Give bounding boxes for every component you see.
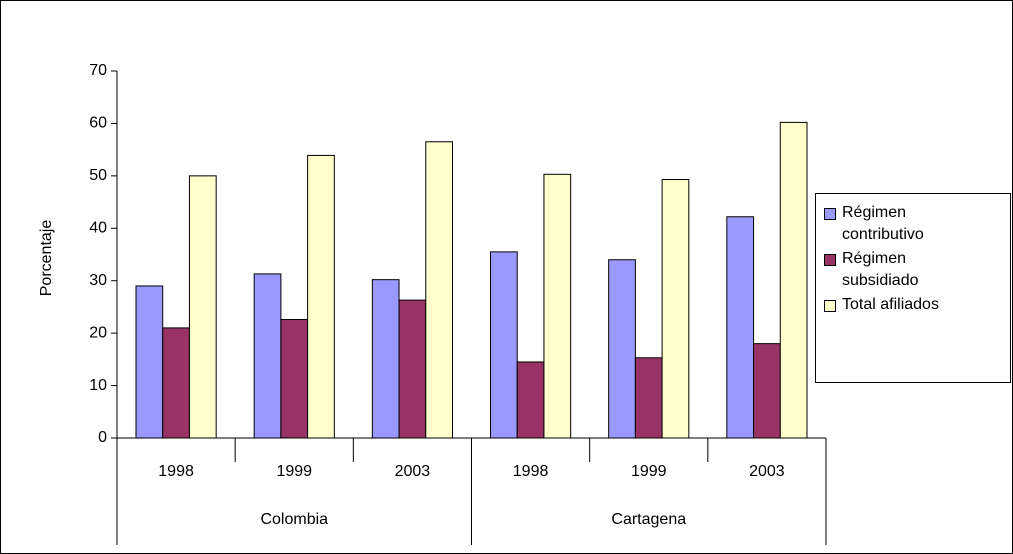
legend-swatch: [824, 208, 836, 220]
bar: [307, 154, 335, 439]
bar: [253, 273, 282, 439]
bar: [543, 173, 572, 439]
bar: [371, 279, 400, 439]
y-tick-label: 60: [89, 115, 107, 132]
bar: [490, 251, 518, 439]
bar: [634, 357, 663, 439]
bar: [516, 361, 545, 439]
y-tick-label: 50: [89, 167, 107, 184]
bar: [726, 216, 755, 439]
group-label: Colombia: [260, 511, 328, 528]
y-tick-label: 20: [89, 324, 107, 341]
legend-item: Total afiliados: [824, 294, 1010, 316]
bar: [188, 175, 217, 439]
legend-label: Régimen subsidiado: [842, 250, 919, 289]
bar: [753, 343, 781, 439]
bar: [135, 285, 164, 439]
x-tick-label: 1998: [513, 463, 549, 480]
legend: Régimen contributivo Régimen subsidiado To…: [815, 193, 1011, 383]
legend-swatch: [824, 254, 836, 266]
y-axis-title: Porcentaje: [38, 220, 55, 297]
x-tick-label: 1999: [276, 463, 312, 480]
legend-label: Régimen contributivo: [842, 204, 924, 243]
x-tick-label: 1998: [158, 463, 194, 480]
bar: [425, 141, 453, 439]
x-tick-label: 2003: [749, 463, 785, 480]
bar: [398, 299, 427, 439]
bar: [280, 319, 309, 439]
legend-item: Régimen contributivo: [824, 202, 1010, 246]
legend-label: Total afiliados: [842, 296, 939, 313]
y-tick-label: 40: [89, 220, 107, 237]
bar: [608, 259, 636, 439]
legend-item: Régimen subsidiado: [824, 248, 1010, 292]
legend-swatch: [824, 300, 836, 312]
y-tick-label: 30: [89, 272, 107, 289]
y-tick-label: 0: [98, 429, 107, 446]
x-tick-label: 1999: [631, 463, 667, 480]
group-label: Cartagena: [611, 511, 686, 528]
bar: [779, 121, 808, 439]
y-tick-label: 10: [89, 377, 107, 394]
bar: [162, 327, 190, 439]
y-tick-label: 70: [89, 62, 107, 79]
x-tick-label: 2003: [395, 463, 431, 480]
bar: [661, 179, 690, 439]
